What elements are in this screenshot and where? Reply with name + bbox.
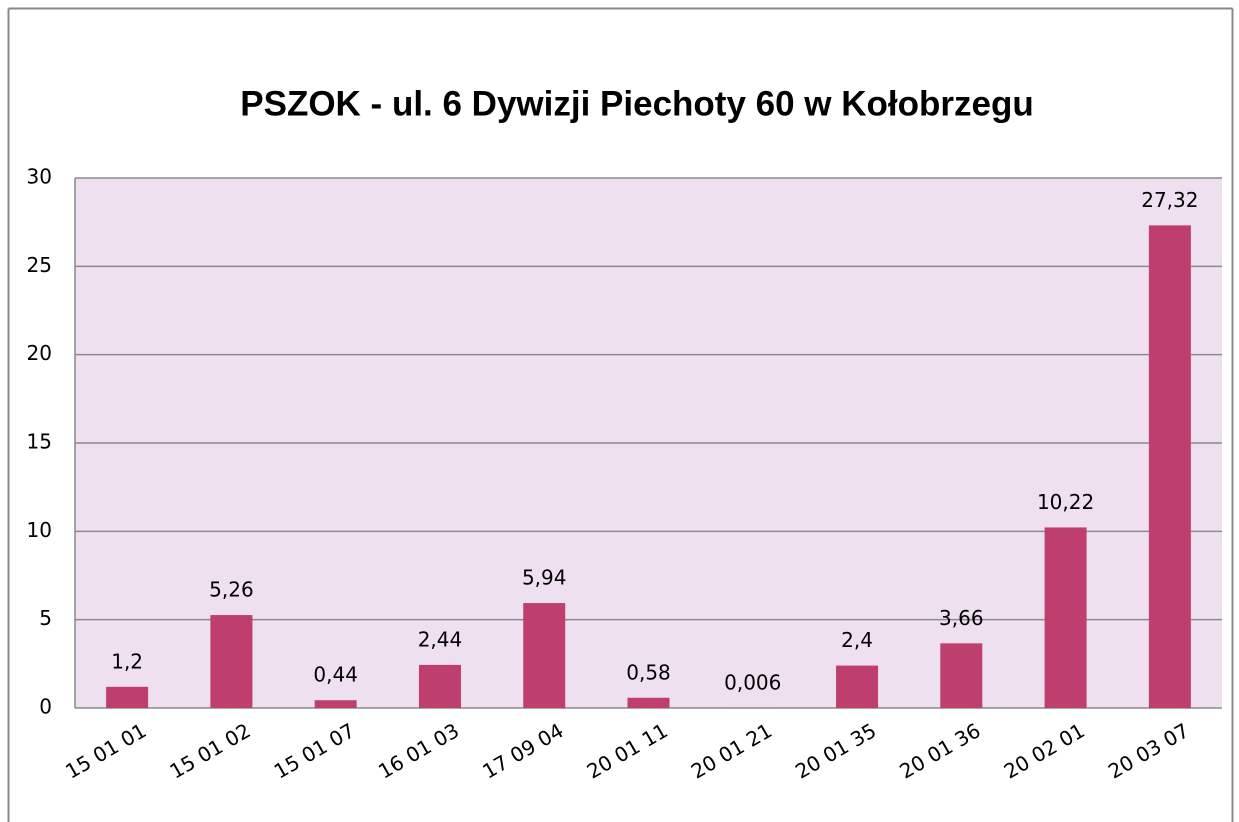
chart-title: PSZOK - ul. 6 Dywizji Piechoty 60 w Koło… xyxy=(240,84,1033,123)
value-label: 2,4 xyxy=(841,628,873,652)
y-tick-label: 5 xyxy=(39,606,52,630)
x-tick-label: 20 01 35 xyxy=(791,718,880,783)
y-tick-label: 30 xyxy=(27,165,52,189)
bar xyxy=(940,643,983,708)
x-tick-label: 16 01 03 xyxy=(374,718,463,783)
value-label: 0,58 xyxy=(626,660,671,684)
x-tick-label: 20 01 11 xyxy=(583,718,672,783)
bar xyxy=(210,615,253,708)
x-tick-label: 20 01 21 xyxy=(687,718,776,783)
value-label: 0,006 xyxy=(724,670,781,694)
bar xyxy=(1148,225,1191,708)
bar xyxy=(314,700,357,708)
x-tick-label: 20 03 07 xyxy=(1104,718,1193,783)
value-label: 1,2 xyxy=(111,649,143,673)
x-tick-label: 15 01 07 xyxy=(270,718,359,783)
value-label: 2,44 xyxy=(418,627,463,651)
x-tick-label: 15 01 02 xyxy=(166,718,255,783)
value-label: 3,66 xyxy=(939,606,984,630)
x-tick-label: 15 01 01 xyxy=(61,718,150,783)
value-label: 27,32 xyxy=(1141,188,1198,212)
x-tick-label: 17 09 04 xyxy=(478,718,567,783)
bar xyxy=(106,686,149,708)
y-tick-label: 10 xyxy=(27,518,52,542)
y-tick-label: 15 xyxy=(27,430,52,454)
y-tick-label: 0 xyxy=(39,695,52,719)
bar xyxy=(1044,527,1087,708)
bar xyxy=(418,664,461,708)
value-label: 10,22 xyxy=(1037,490,1094,514)
x-tick-label: 20 01 36 xyxy=(895,718,984,783)
value-label: 0,44 xyxy=(313,663,358,687)
y-tick-label: 25 xyxy=(27,253,52,277)
bar xyxy=(523,603,566,708)
bar xyxy=(836,665,879,708)
y-tick-label: 20 xyxy=(27,341,52,365)
value-label: 5,94 xyxy=(522,566,567,590)
x-tick-label: 20 02 01 xyxy=(1000,718,1089,783)
value-label: 5,26 xyxy=(209,578,254,602)
bar xyxy=(627,697,670,708)
